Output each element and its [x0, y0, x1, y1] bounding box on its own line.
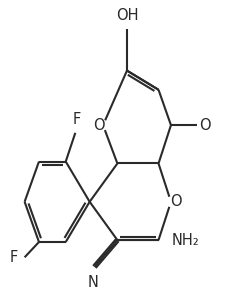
Text: O: O	[93, 118, 105, 133]
Text: F: F	[10, 250, 18, 265]
Text: F: F	[73, 112, 81, 127]
Text: NH₂: NH₂	[172, 233, 200, 248]
Text: O: O	[199, 118, 210, 133]
Text: N: N	[88, 275, 99, 290]
Text: OH: OH	[116, 8, 138, 23]
Text: O: O	[170, 194, 182, 209]
